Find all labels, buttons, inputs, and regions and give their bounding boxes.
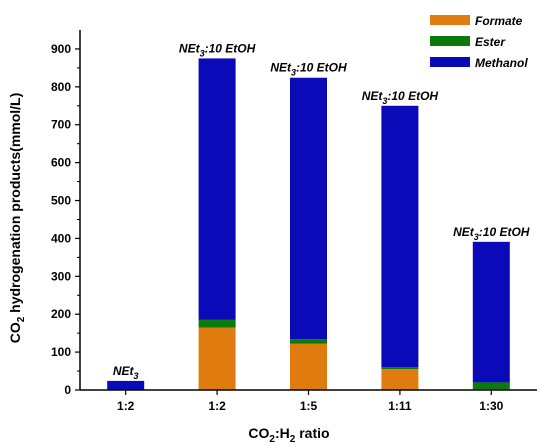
y-tick-label: 500 (51, 194, 71, 208)
y-tick-label: 400 (51, 231, 71, 245)
plot-area: NEt3 NEt3:10 EtOH NEt3:10 EtOH NEt3:10 EtOH… (107, 41, 530, 390)
bar-annotation: NEt3 (113, 364, 139, 381)
y-axis-title: CO2 hydrogenation products(mmol/L) (7, 93, 27, 344)
y-tick-label: 700 (51, 118, 71, 132)
legend: Formate Ester Methanol (430, 14, 528, 70)
y-tick-label: 0 (64, 383, 71, 397)
legend-swatch-ester (430, 36, 470, 46)
bar-methanol (198, 58, 236, 320)
bar-ester (472, 382, 510, 390)
bar-formate (381, 369, 419, 390)
y-tick-label: 800 (51, 80, 71, 94)
bar-annotation: NEt3:10 EtOH (270, 61, 347, 78)
y-tick-label: 100 (51, 345, 71, 359)
legend-label-ester: Ester (475, 35, 506, 49)
bar-formate (290, 343, 327, 390)
y-tick-label: 600 (51, 156, 71, 170)
legend-label-methanol: Methanol (475, 56, 528, 70)
bar-ester (290, 339, 327, 344)
legend-swatch-methanol (430, 57, 470, 67)
bar-methanol (472, 241, 510, 383)
bar-ester (381, 367, 419, 370)
x-tick-label: 1:2 (117, 399, 135, 413)
y-axis: 0 100 200 300 400 500 600 700 800 900 (51, 42, 80, 397)
bar-ester (198, 319, 236, 328)
bar-methanol (107, 380, 145, 390)
y-tick-label: 200 (51, 307, 71, 321)
legend-label-formate: Formate (475, 14, 523, 28)
x-tick-label: 1:5 (300, 399, 318, 413)
y-tick-label: 900 (51, 42, 71, 56)
legend-swatch-formate (430, 15, 470, 25)
bar-annotation: NEt3:10 EtOH (362, 89, 439, 106)
x-axis-title: CO2:H2 ratio (248, 425, 329, 444)
bar-methanol (381, 105, 419, 368)
bar-annotation: NEt3:10 EtOH (453, 225, 530, 242)
x-axis: 1:2 1:2 1:5 1:11 1:30 (117, 390, 504, 413)
bar-annotation: NEt3:10 EtOH (179, 41, 256, 58)
y-tick-label: 300 (51, 269, 71, 283)
x-tick-label: 1:2 (208, 399, 226, 413)
bar-methanol (290, 77, 327, 340)
bar-formate (198, 327, 236, 390)
x-tick-label: 1:11 (388, 399, 412, 413)
x-tick-label: 1:30 (479, 399, 503, 413)
